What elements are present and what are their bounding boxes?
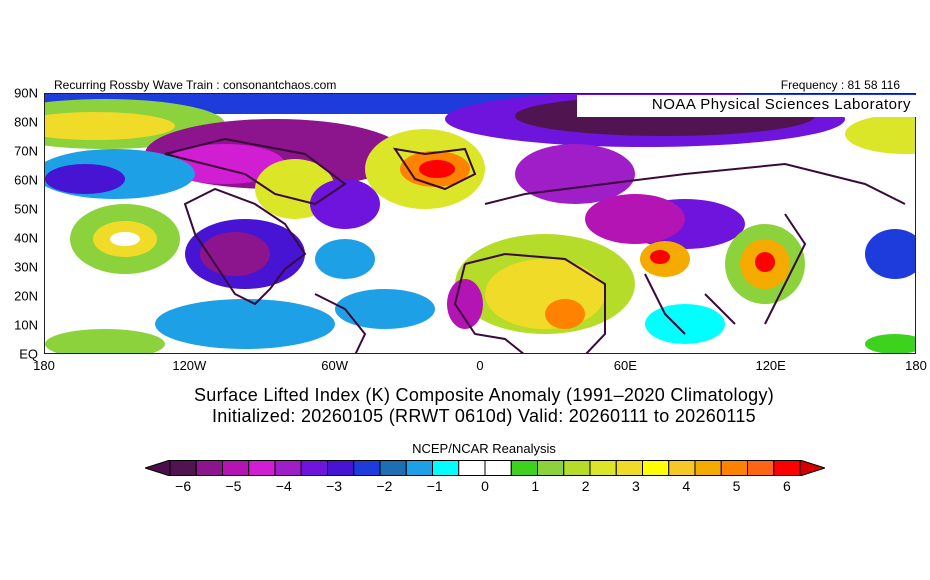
colorbar-tick-label: −2 bbox=[376, 478, 393, 494]
colorbar-tick-label: −3 bbox=[326, 478, 343, 494]
colorbar-swatch bbox=[694, 460, 722, 476]
colorbar-tick-label: 5 bbox=[732, 478, 741, 494]
colorbar-swatch bbox=[615, 460, 643, 476]
colorbar-swatch bbox=[747, 460, 775, 476]
latitude-label: 60N bbox=[14, 172, 38, 188]
colorbar-title: NCEP/NCAR Reanalysis bbox=[412, 441, 556, 456]
header-left-text: Recurring Rossby Wave Train : consonantc… bbox=[54, 78, 337, 92]
longitude-label: 0 bbox=[476, 358, 484, 373]
colorbar-swatch bbox=[195, 460, 223, 476]
colorbar-tick-label: −1 bbox=[426, 478, 443, 494]
colorbar-swatch bbox=[720, 460, 748, 476]
colorbar-tick-label: 2 bbox=[581, 478, 590, 494]
header-frequency-text: Frequency : 81 58 116 bbox=[780, 78, 900, 92]
longitude-label: 120W bbox=[172, 358, 207, 373]
colorbar-swatch bbox=[274, 460, 302, 476]
latitude-label: 80N bbox=[14, 114, 38, 130]
longitude-label: 60W bbox=[321, 358, 349, 373]
latitude-label: 70N bbox=[14, 143, 38, 159]
latitude-label: EQ bbox=[19, 346, 38, 362]
colorbar-swatch bbox=[773, 460, 801, 476]
latitude-label: 20N bbox=[14, 288, 38, 304]
colorbar-over-arrow bbox=[799, 460, 825, 476]
longitude-label: 60E bbox=[613, 358, 637, 373]
colorbar-tick-label: −5 bbox=[225, 478, 242, 494]
anomaly-map bbox=[44, 93, 916, 354]
colorbar-swatch bbox=[169, 460, 197, 476]
colorbar-swatch bbox=[248, 460, 276, 476]
noaa-label: NOAA Physical Sciences Laboratory bbox=[577, 95, 917, 117]
map-subtitle: Initialized: 20260105 (RRWT 0610d) Valid… bbox=[212, 406, 756, 426]
latitude-label: 30N bbox=[14, 259, 38, 275]
colorbar-swatch bbox=[222, 460, 250, 476]
colorbar-swatch bbox=[642, 460, 670, 476]
colorbar-tick-label: 4 bbox=[682, 478, 691, 494]
colorbar-tick-label: −4 bbox=[275, 478, 292, 494]
colorbar-tick-label: 0 bbox=[481, 478, 489, 494]
longitude-label: 180 bbox=[33, 358, 55, 373]
colorbar-swatch bbox=[327, 460, 355, 476]
colorbar-tick-label: 6 bbox=[782, 478, 791, 494]
colorbar-swatch bbox=[563, 460, 591, 476]
colorbar-swatch bbox=[379, 460, 407, 476]
colorbar-swatch bbox=[353, 460, 381, 476]
colorbar-tick-label: −6 bbox=[175, 478, 192, 494]
colorbar-swatch bbox=[300, 460, 328, 476]
longitude-label: 180 bbox=[905, 358, 927, 373]
coastlines bbox=[164, 137, 906, 353]
colorbar bbox=[145, 460, 825, 476]
colorbar-swatch bbox=[510, 460, 538, 476]
map-title: Surface Lifted Index (K) Composite Anoma… bbox=[193, 385, 775, 405]
latitude-label: 90N bbox=[14, 85, 38, 101]
colorbar-swatch bbox=[405, 460, 433, 476]
longitude-label: 120E bbox=[755, 358, 786, 373]
latitude-label: 50N bbox=[14, 201, 38, 217]
colorbar-under-arrow bbox=[145, 460, 171, 476]
colorbar-swatch bbox=[484, 460, 512, 476]
colorbar-tick-label: 3 bbox=[632, 478, 640, 494]
latitude-label: 40N bbox=[14, 230, 38, 246]
colorbar-swatch bbox=[589, 460, 617, 476]
anomaly-field bbox=[45, 94, 915, 353]
colorbar-tick-label: 1 bbox=[531, 478, 540, 494]
latitude-label: 10N bbox=[14, 317, 38, 333]
colorbar-swatch bbox=[458, 460, 486, 476]
colorbar-swatch bbox=[668, 460, 696, 476]
colorbar-swatch bbox=[537, 460, 565, 476]
colorbar-swatch bbox=[432, 460, 460, 476]
